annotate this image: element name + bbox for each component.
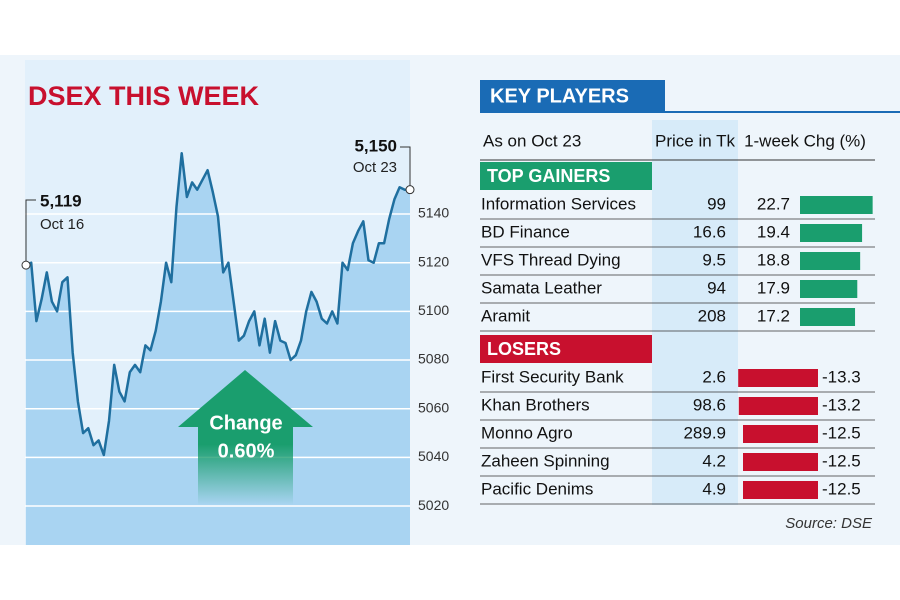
- stock-name: Samata Leather: [481, 278, 602, 297]
- change-bar: [800, 308, 856, 326]
- change-value: 0.60%: [218, 440, 275, 462]
- stock-name: Pacific Denims: [481, 479, 593, 498]
- price: 208: [698, 306, 726, 325]
- change-value: 19.4: [757, 222, 790, 241]
- stock-name: BD Finance: [481, 222, 570, 241]
- group-header: [480, 162, 652, 190]
- table-title: KEY PLAYERS: [490, 85, 629, 107]
- end-label: 5,150: [354, 136, 397, 155]
- change-value: 17.9: [757, 278, 790, 297]
- price: 4.2: [702, 451, 726, 470]
- change-value: -12.5: [822, 423, 861, 442]
- price: 4.9: [702, 479, 726, 498]
- price: 289.9: [683, 423, 726, 442]
- y-tick-label: 5100: [418, 302, 449, 318]
- y-tick-label: 5080: [418, 351, 449, 367]
- start-label: 5,119: [40, 191, 82, 210]
- y-tick-label: 5040: [418, 448, 449, 464]
- change-bar: [800, 280, 858, 298]
- stock-name: First Security Bank: [481, 367, 624, 386]
- end-point: [405, 185, 415, 195]
- change-bar: [743, 453, 818, 471]
- change-bar: [743, 481, 818, 499]
- change-bar: [743, 425, 818, 443]
- price: 2.6: [702, 367, 726, 386]
- group-title: LOSERS: [487, 339, 561, 359]
- line: [25, 151, 410, 457]
- price-column: [652, 120, 738, 505]
- price: 98.6: [693, 395, 726, 414]
- stock-name: Khan Brothers: [481, 395, 590, 414]
- column-header: Price in Tk: [655, 131, 735, 150]
- price: 9.5: [702, 250, 726, 269]
- price: 99: [707, 194, 726, 213]
- stock-name: VFS Thread Dying: [481, 250, 621, 269]
- change-value: -13.3: [822, 367, 861, 386]
- change-bar: [738, 369, 818, 387]
- y-tick-label: 5140: [418, 205, 449, 221]
- change-value: 22.7: [757, 194, 790, 213]
- start-point: [21, 260, 31, 270]
- change-bar: [800, 252, 861, 270]
- y-tick-label: 5120: [418, 253, 449, 269]
- start-date: Oct 16: [40, 216, 84, 233]
- change-value: -13.2: [822, 395, 861, 414]
- end-leader: [400, 146, 411, 190]
- price: 94: [707, 278, 726, 297]
- source: Source: DSE: [785, 515, 873, 532]
- change-value: 17.2: [757, 306, 790, 325]
- area: [26, 153, 410, 545]
- as-on: As on Oct 23: [483, 131, 581, 150]
- change-bar: [738, 397, 818, 415]
- change-value: -12.5: [822, 451, 861, 470]
- change-value: 18.8: [757, 250, 790, 269]
- change-value: -12.5: [822, 479, 861, 498]
- change-bar: [800, 196, 873, 214]
- group-header: [480, 335, 652, 363]
- change-label: Change: [209, 412, 282, 434]
- group-title: TOP GAINERS: [487, 166, 610, 186]
- key-players-box: [480, 80, 665, 112]
- y-tick-label: 5020: [418, 497, 449, 513]
- stock-name: Zaheen Spinning: [481, 451, 610, 470]
- change-bar: [800, 224, 863, 242]
- y-tick-label: 5060: [418, 399, 449, 415]
- column-header: 1-week Chg (%): [744, 131, 866, 150]
- start-leader: [25, 199, 36, 266]
- price: 16.6: [693, 222, 726, 241]
- end-date: Oct 23: [353, 159, 397, 176]
- stock-name: Information Services: [481, 194, 636, 213]
- stock-name: Monno Agro: [481, 423, 573, 442]
- chart-title: DSEX THIS WEEK: [28, 81, 260, 111]
- stock-name: Aramit: [481, 306, 530, 325]
- change-arrow: [178, 370, 313, 505]
